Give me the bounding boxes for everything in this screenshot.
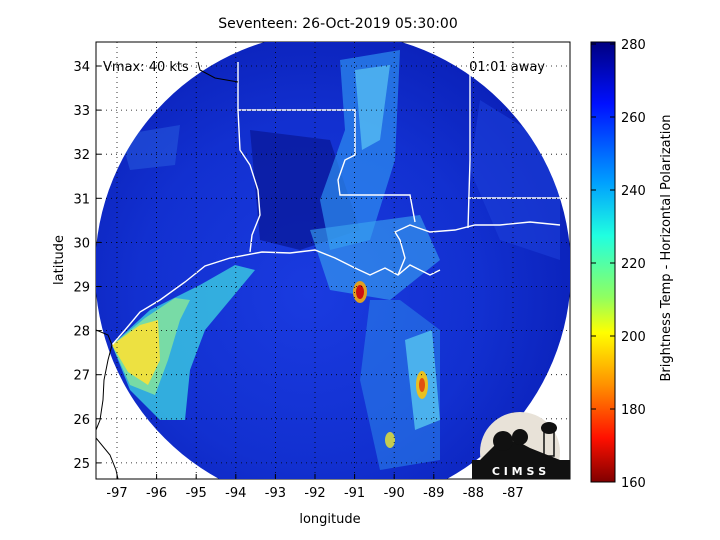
x-tick-label: -96 <box>146 486 167 501</box>
y-tick-label: 25 <box>73 457 90 472</box>
y-tick-label: 31 <box>73 192 90 207</box>
colorbar-tick-label: 280 <box>621 38 646 53</box>
y-tick-label: 34 <box>73 60 90 75</box>
y-tick-label: 30 <box>73 236 90 251</box>
y-tick-label: 26 <box>73 413 90 428</box>
y-tick-label: 33 <box>73 104 90 119</box>
colorbar-tick-label: 200 <box>621 330 646 345</box>
plot-title: Seventeen: 26-Oct-2019 05:30:00 <box>218 16 458 32</box>
x-tick-label: -90 <box>384 486 405 501</box>
time-label: 01:01 away <box>469 60 545 75</box>
colorbar-ticks: 280 260 240 220 200 180 160 <box>591 38 646 491</box>
x-tick-label: -92 <box>304 486 325 501</box>
cimss-logo: C I M S S <box>472 412 570 479</box>
x-tick-label: -91 <box>344 486 365 501</box>
x-axis: -97 -96 -95 -94 -93 -92 -91 -90 -89 -88 -87 <box>106 474 524 501</box>
colorbar-label: Brightness Temp - Horizontal Polarizatio… <box>659 114 674 381</box>
colorbar: 280 260 240 220 200 180 160 Brightness Temp - … <box>590 38 674 491</box>
brightness-swath <box>96 42 570 479</box>
y-tick-label: 27 <box>73 369 90 384</box>
satellite-dish-icon <box>493 431 513 451</box>
y-tick-label: 32 <box>73 148 90 163</box>
x-tick-label: -93 <box>265 486 286 501</box>
x-tick-label: -94 <box>225 486 246 501</box>
x-tick-label: -95 <box>186 486 207 501</box>
colorbar-tick-label: 220 <box>621 257 646 272</box>
x-tick-label: -88 <box>463 486 484 501</box>
x-tick-label: -97 <box>106 486 127 501</box>
x-tick-label: -89 <box>423 486 444 501</box>
y-axis-label: latitude <box>52 235 67 285</box>
x-axis-label: longitude <box>299 512 360 527</box>
y-tick-label: 28 <box>73 325 90 340</box>
colorbar-tick-label: 240 <box>621 184 646 199</box>
colorbar-tick-label: 180 <box>621 403 646 418</box>
y-axis: 34 33 32 31 30 29 28 27 26 25 <box>73 60 101 472</box>
y-tick-label: 29 <box>73 281 90 296</box>
vmax-label: Vmax: 40 kts <box>103 60 189 75</box>
colorbar-tick-label: 160 <box>621 476 646 491</box>
colorbar-tick-label: 260 <box>621 111 646 126</box>
logo-text: C I M S S <box>492 465 546 478</box>
x-tick-label: -87 <box>502 486 523 501</box>
